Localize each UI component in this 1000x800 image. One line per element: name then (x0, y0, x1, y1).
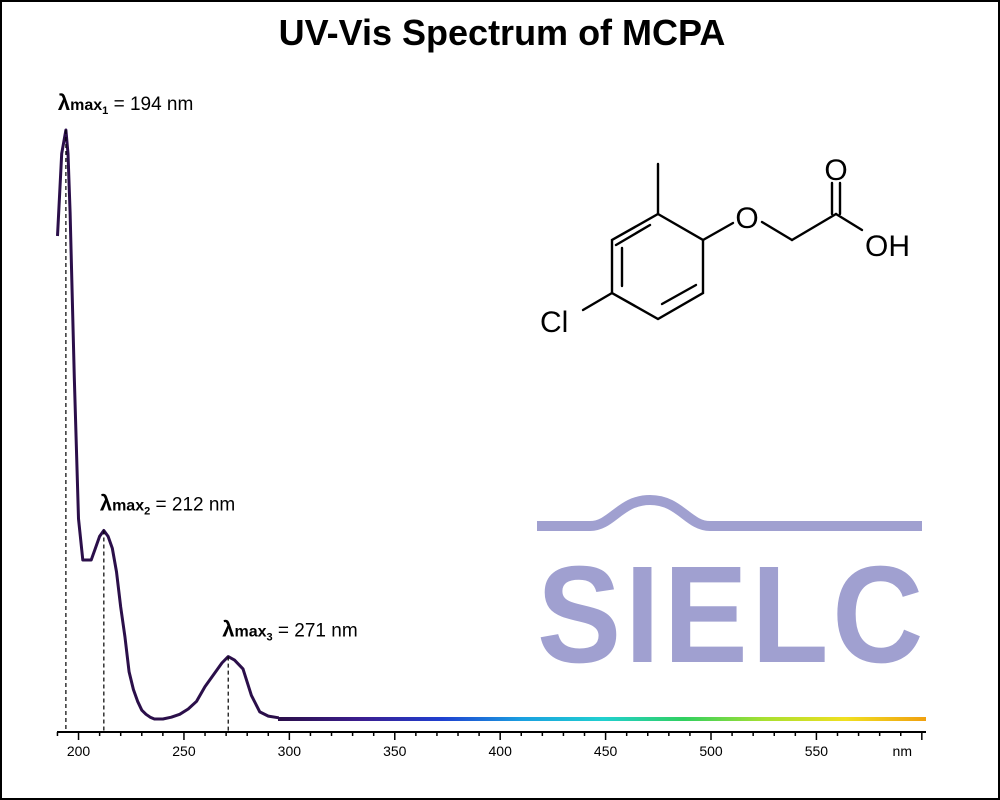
sielc-logo: SIELC (537, 494, 927, 692)
x-tick-label: 400 (489, 743, 513, 759)
hydroxyl-bond (834, 212, 864, 232)
x-tick-label: 350 (383, 743, 407, 759)
ch2-bond (760, 220, 794, 242)
mcpa-structure: O O OH Cl (540, 154, 910, 339)
ring-double-bond (614, 223, 652, 247)
chart-title: UV-Vis Spectrum of MCPA (278, 12, 726, 53)
absorbance-curve (56, 128, 280, 721)
x-tick-label: 500 (699, 743, 723, 759)
x-tick-label: 550 (805, 743, 829, 759)
x-tick-label: 300 (278, 743, 302, 759)
atom-chlorine: Cl (540, 306, 568, 339)
atom-ether-oxygen: O (735, 202, 758, 235)
x-axis: 200 250 300 350 400 450 500 550 nm (56, 731, 926, 759)
atom-hydroxyl: OH (865, 230, 910, 263)
logo-text: SIELC (537, 538, 927, 692)
benzene-ring (610, 212, 705, 321)
peak-label: λmax2 = 212 nm (100, 491, 235, 518)
ether-bond (701, 221, 735, 242)
peak-markers: λmax1 = 194 nm λmax2 = 212 nm λmax3 = 271 … (58, 90, 358, 732)
carbonyl-carbon-bond (790, 212, 838, 242)
x-tick-label: 250 (172, 743, 196, 759)
x-tick-label: 450 (594, 743, 618, 759)
x-axis-unit: nm (893, 743, 912, 759)
ring-double-bond (660, 283, 698, 306)
logo-wave (537, 494, 922, 531)
peak-label: λmax1 = 194 nm (58, 90, 193, 117)
x-tick-label: 200 (67, 743, 91, 759)
chloro-bond (581, 291, 614, 312)
atom-carbonyl-oxygen: O (824, 154, 847, 187)
plot-area (56, 128, 926, 721)
peak-label: λmax3 = 271 nm (222, 617, 357, 644)
